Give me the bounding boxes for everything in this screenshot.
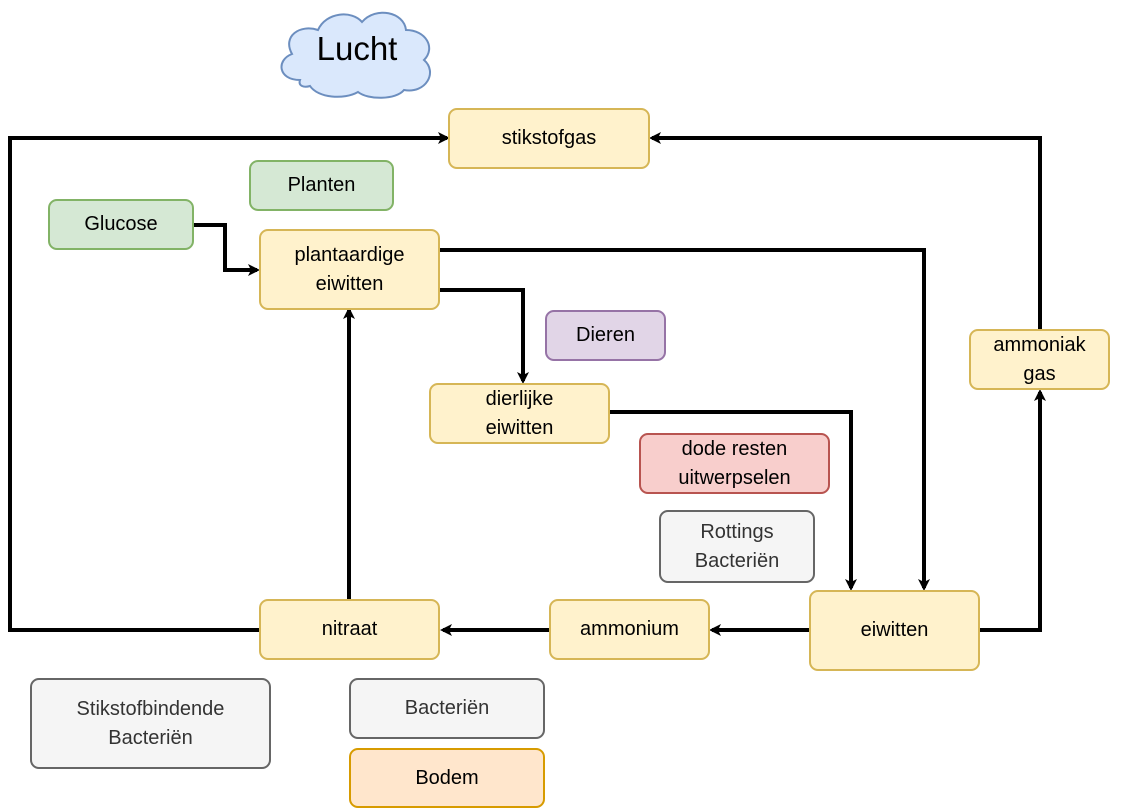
cloud-label: Lucht — [316, 30, 398, 67]
node-bacterien[interactable]: Bacteriën — [349, 678, 545, 739]
node-nitraat[interactable]: nitraat — [259, 599, 440, 660]
node-plantaardige-eiwitten[interactable]: plantaardige eiwitten — [259, 229, 440, 310]
node-planten[interactable]: Planten — [249, 160, 394, 211]
node-dierlijke-eiwitten[interactable]: dierlijke eiwitten — [429, 383, 610, 444]
edge-plantaardige-to-eiwitten — [440, 248, 930, 591]
node-dieren[interactable]: Dieren — [545, 310, 666, 361]
node-glucose[interactable]: Glucose — [48, 199, 194, 250]
node-bodem[interactable]: Bodem — [349, 748, 545, 808]
node-ammonium[interactable]: ammonium — [549, 599, 710, 660]
node-stikstofgas[interactable]: stikstofgas — [448, 108, 650, 169]
edge-dierlijke-to-eiwitten — [609, 410, 857, 591]
node-rottings-bacterien[interactable]: Rottings Bacteriën — [659, 510, 815, 583]
edge-ammoniakgas-to-stikstofgas — [649, 132, 1042, 330]
node-eiwitten[interactable]: eiwitten — [809, 590, 980, 671]
node-ammoniak-gas[interactable]: ammoniak gas — [969, 329, 1110, 390]
node-dode-resten[interactable]: dode resten uitwerpselen — [639, 433, 830, 494]
cloud-shape — [280, 11, 431, 99]
edge-nitraat-to-stikstofgas — [8, 132, 450, 632]
node-stikstofbindende-bacterien[interactable]: Stikstofbindende Bacteriën — [30, 678, 271, 769]
edge-glucose-to-plantaardige-eiwitten — [193, 223, 260, 276]
edge-plantaardige-to-dierlijke — [440, 288, 529, 384]
edge-eiwitten-to-ammoniakgas — [980, 389, 1046, 632]
